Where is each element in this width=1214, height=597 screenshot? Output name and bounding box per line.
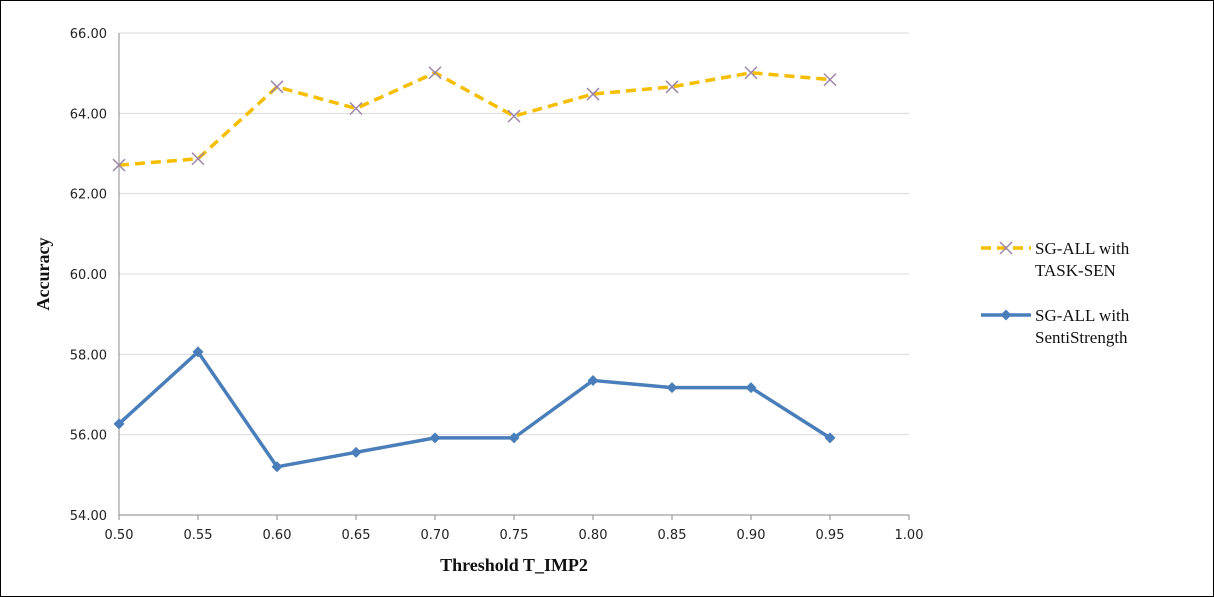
x-axis-title: Threshold T_IMP2	[440, 555, 588, 575]
diamond-marker	[666, 382, 678, 394]
x-tick-label: 0.95	[816, 528, 845, 543]
diamond-marker	[429, 432, 441, 444]
diamond-marker	[1000, 309, 1012, 321]
x-tick-label: 0.65	[342, 528, 371, 543]
legend-label: SentiStrength	[1035, 328, 1128, 347]
diamond-marker	[824, 432, 836, 444]
y-tick-label: 54.00	[70, 509, 107, 524]
y-axis-title: Accuracy	[33, 238, 53, 311]
x-marker	[191, 152, 205, 166]
legend-label: SG-ALL with	[1035, 239, 1130, 258]
y-tick-label: 62.00	[70, 188, 107, 203]
x-tick-labels: 0.50 0.55 0.60 0.65 0.70 0.75 0.80 0.85 0.90 0.95…	[105, 528, 924, 543]
x-marker	[349, 101, 363, 116]
x-marker	[823, 73, 837, 87]
y-tick-label: 58.00	[70, 348, 107, 363]
x-tick-label: 0.80	[579, 528, 608, 543]
diamond-marker	[508, 432, 520, 444]
x-marker	[428, 66, 442, 80]
series-group	[112, 66, 837, 473]
x-marker	[112, 158, 126, 172]
diamond-marker	[113, 418, 125, 430]
diamond-marker	[350, 446, 362, 458]
x-marker	[586, 87, 600, 101]
y-tick-label: 56.00	[70, 429, 107, 444]
diamond-marker	[745, 382, 757, 394]
x-marker	[270, 80, 284, 94]
x-marker	[999, 241, 1013, 255]
x-tick-label: 0.90	[737, 528, 766, 543]
y-tick-label: 60.00	[70, 268, 107, 283]
x-tick-label: 0.85	[658, 528, 687, 543]
x-tick-label: 1.00	[895, 528, 924, 543]
gridlines	[119, 32, 909, 436]
y-tick-label: 66.00	[70, 27, 107, 42]
y-tick-label: 64.00	[70, 107, 107, 122]
x-marker	[744, 66, 758, 80]
legend-label: SG-ALL with	[1035, 306, 1130, 325]
axes	[118, 33, 910, 520]
x-marker	[665, 80, 679, 94]
legend: SG-ALL with TASK-SEN SG-ALL with SentiStren…	[981, 239, 1130, 347]
x-tick-label: 0.60	[263, 528, 292, 543]
x-tick-label: 0.70	[421, 528, 450, 543]
x-marker	[507, 109, 521, 123]
x-tick-label: 0.50	[105, 528, 134, 543]
x-tick-label: 0.55	[184, 528, 213, 543]
diamond-marker	[587, 374, 599, 386]
diamond-marker	[271, 461, 283, 473]
x-tick-label: 0.75	[500, 528, 529, 543]
series-line	[118, 71, 831, 167]
y-tick-labels: 54.00 56.00 58.00 60.00 62.00 64.00 66.00	[70, 27, 107, 524]
series-line	[117, 350, 831, 469]
legend-label: TASK-SEN	[1035, 261, 1116, 280]
diamond-marker	[192, 346, 204, 358]
